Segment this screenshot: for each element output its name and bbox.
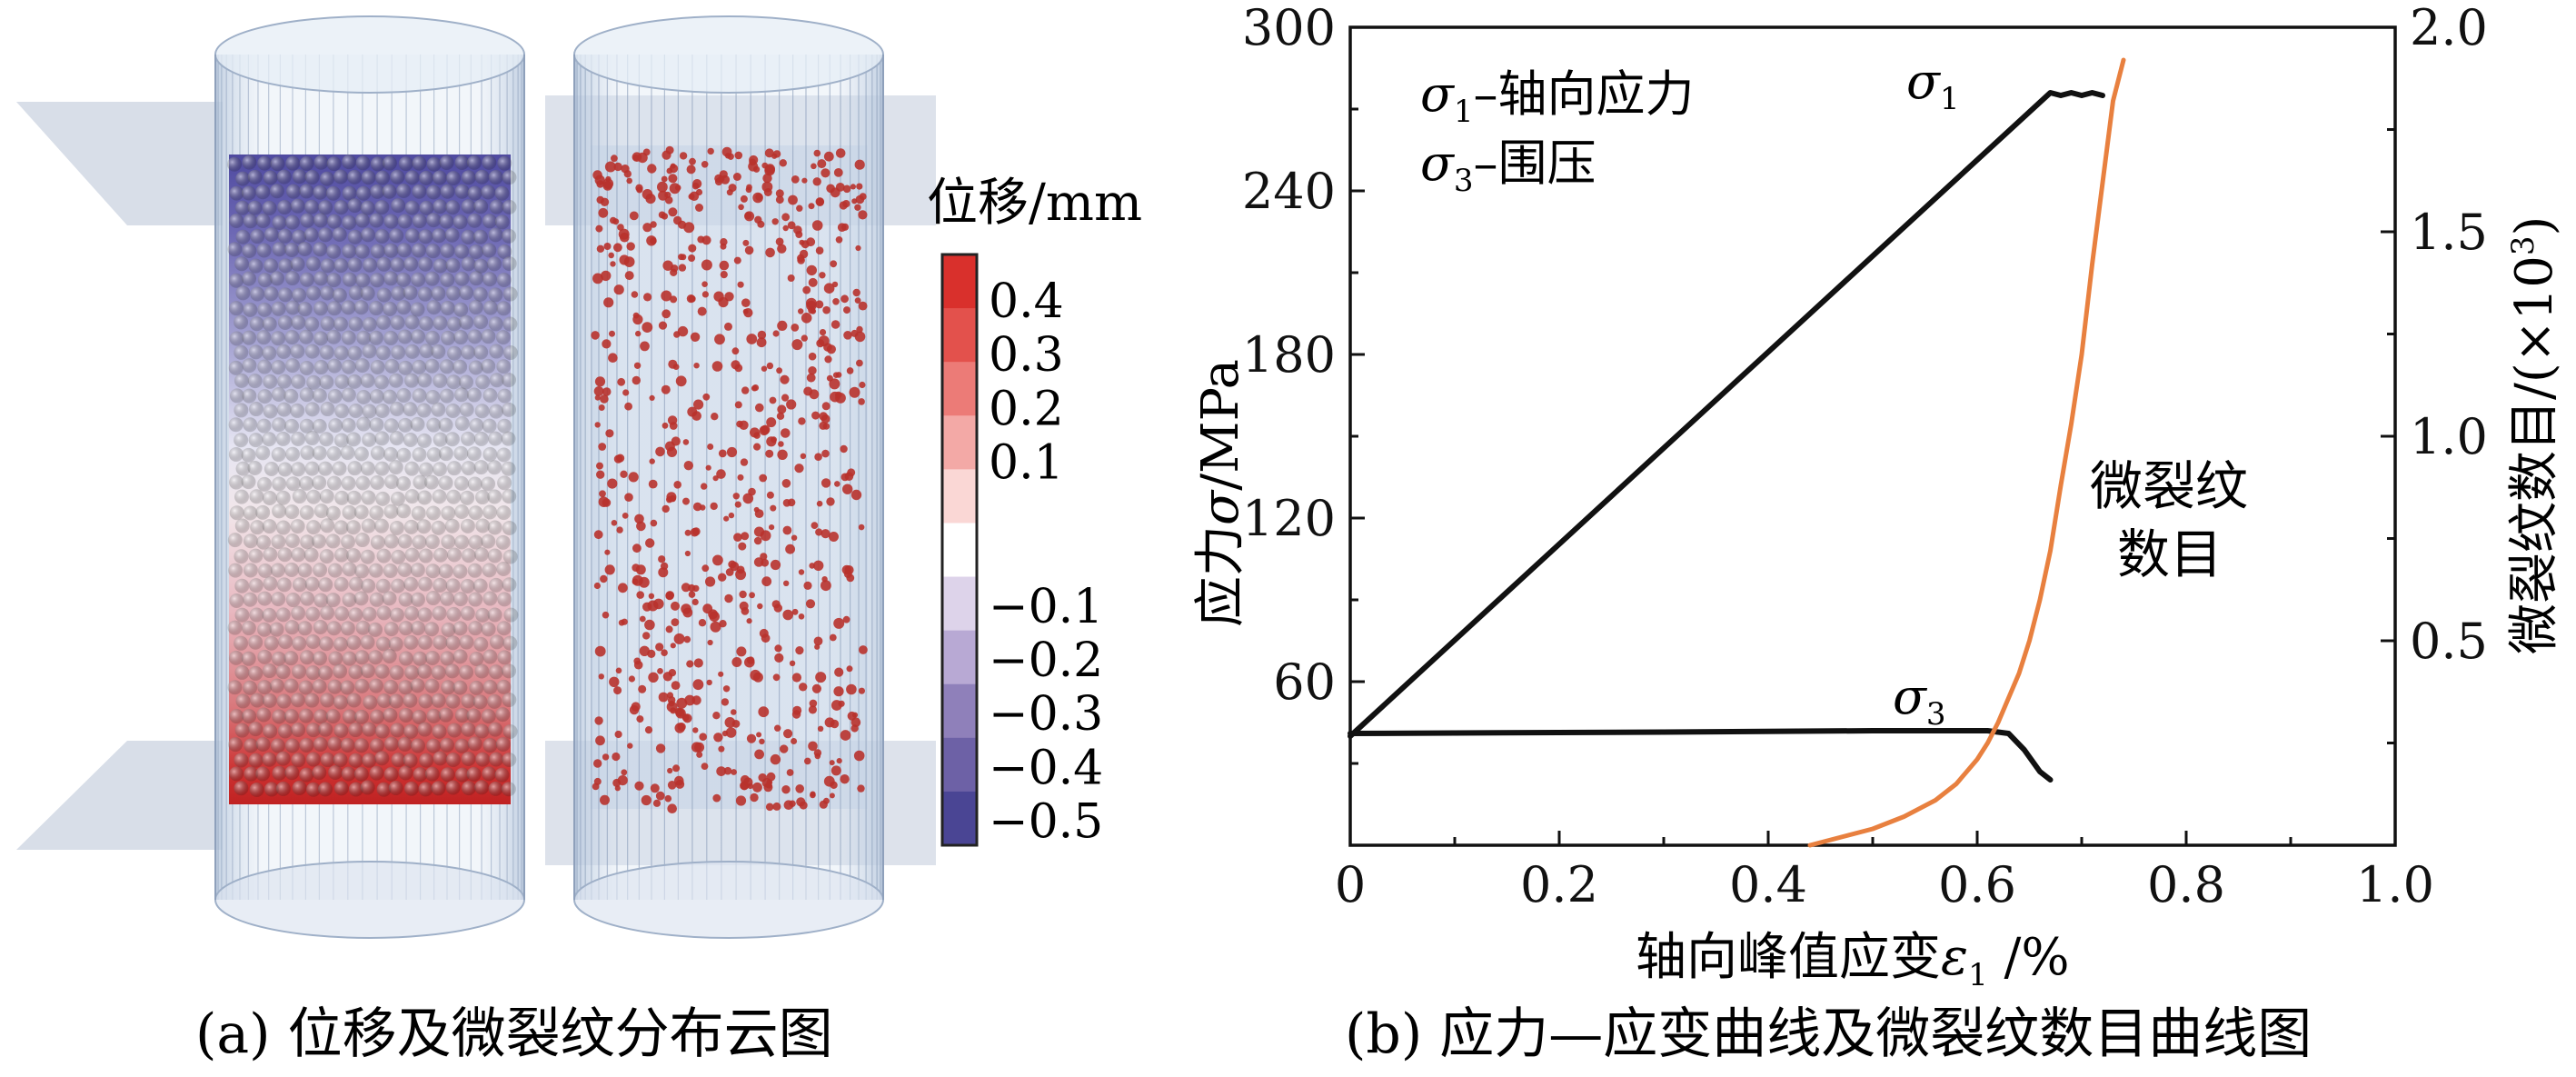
x-tick-label: 0	[1335, 856, 1366, 913]
colorbar-cell	[942, 523, 977, 578]
colorbar-tick-label: 0.4	[989, 274, 1064, 329]
legend-sigma3: σ3–围压	[1420, 135, 1596, 199]
colorbar-cell	[942, 791, 977, 846]
microcrack-cylinder	[573, 15, 884, 939]
x-axis-title: 轴向峰值应变ε1 /%	[1636, 928, 2070, 993]
y-left-tick-label: 300	[1242, 0, 1336, 56]
colorbar-cell	[942, 630, 977, 685]
colorbar-cell	[942, 362, 977, 416]
colorbar-tick-label: −0.4	[989, 741, 1103, 795]
colorbar-cell	[942, 254, 977, 309]
colorbar-tick-label: 0.2	[989, 382, 1064, 436]
panel-b-chart: 0 0.2 0.4 0.6 0.8 1.0 60 120 180 240 300 0.5 1.0 1.5 2…	[1191, 0, 2564, 1066]
y-right-tick-label: 2.0	[2410, 0, 2488, 56]
colorbar-cell	[942, 308, 977, 363]
axial-stress-line	[1348, 90, 2105, 739]
y-right-axis-title: 微裂纹数目/(×103)	[2505, 216, 2564, 654]
colorbar-tick-label: 0.3	[989, 328, 1064, 383]
colorbar-tick-label: −0.3	[989, 687, 1103, 742]
bottom-plate-left	[16, 741, 223, 850]
legend-sigma1: σ1–轴向应力	[1420, 65, 1695, 130]
y-right-tick-label: 1.5	[2410, 204, 2488, 261]
panel-b-caption: (b) 应力—应变曲线及微裂纹数目曲线图	[1345, 1002, 2312, 1066]
colorbar-cell	[942, 415, 977, 470]
y-right-tick-label: 1.0	[2410, 408, 2488, 465]
displacement-colorbar: 位移/mm 0.40.30.20.1 −0.1−0.2−0.3−0.4−0.5	[927, 174, 1142, 849]
colorbar-cell	[942, 576, 977, 632]
colorbar-cell	[942, 469, 977, 524]
crack-curve-label-line1: 微裂纹	[2090, 455, 2248, 517]
top-plate-left	[16, 102, 223, 225]
sigma1-curve-label: σ1	[1906, 53, 1960, 117]
colorbar-tick-label: −0.5	[989, 794, 1103, 849]
microcrack-count-line	[1807, 57, 2126, 848]
colorbar-tick-label: −0.1	[989, 580, 1103, 634]
x-tick-label: 0.6	[1938, 856, 2016, 913]
panel-a-cylinders: 位移/mm 0.40.30.20.1 −0.1−0.2−0.3−0.4−0.5 (…	[16, 15, 1142, 1066]
x-tick-label: 0.8	[2147, 856, 2225, 913]
colorbar-cell	[942, 737, 977, 793]
colorbar-tick-label: −0.2	[989, 633, 1103, 688]
y-left-tick-label: 120	[1242, 490, 1336, 547]
colorbar-cell	[942, 683, 977, 739]
y-left-tick-label: 240	[1242, 163, 1336, 220]
y-left-tick-label: 60	[1273, 653, 1336, 711]
panel-a-caption: (a) 位移及微裂纹分布云图	[195, 1002, 833, 1066]
crack-curve-label-line2: 数目	[2117, 524, 2223, 585]
colorbar-tick-label: 0.1	[989, 435, 1064, 490]
y-left-tick-label: 180	[1242, 326, 1336, 384]
x-tick-label: 0.4	[1729, 856, 1807, 913]
y-right-tick-label: 0.5	[2410, 613, 2488, 670]
confining-pressure-line	[1348, 728, 2054, 783]
colorbar-title: 位移/mm	[927, 174, 1142, 233]
y-left-axis-title: 应力σ/MPa	[1191, 359, 1250, 627]
displacement-cylinder	[214, 15, 525, 939]
x-tick-label: 1.0	[2356, 856, 2434, 913]
sigma3-curve-label: σ3	[1893, 668, 1946, 733]
x-tick-label: 0.2	[1520, 856, 1598, 913]
